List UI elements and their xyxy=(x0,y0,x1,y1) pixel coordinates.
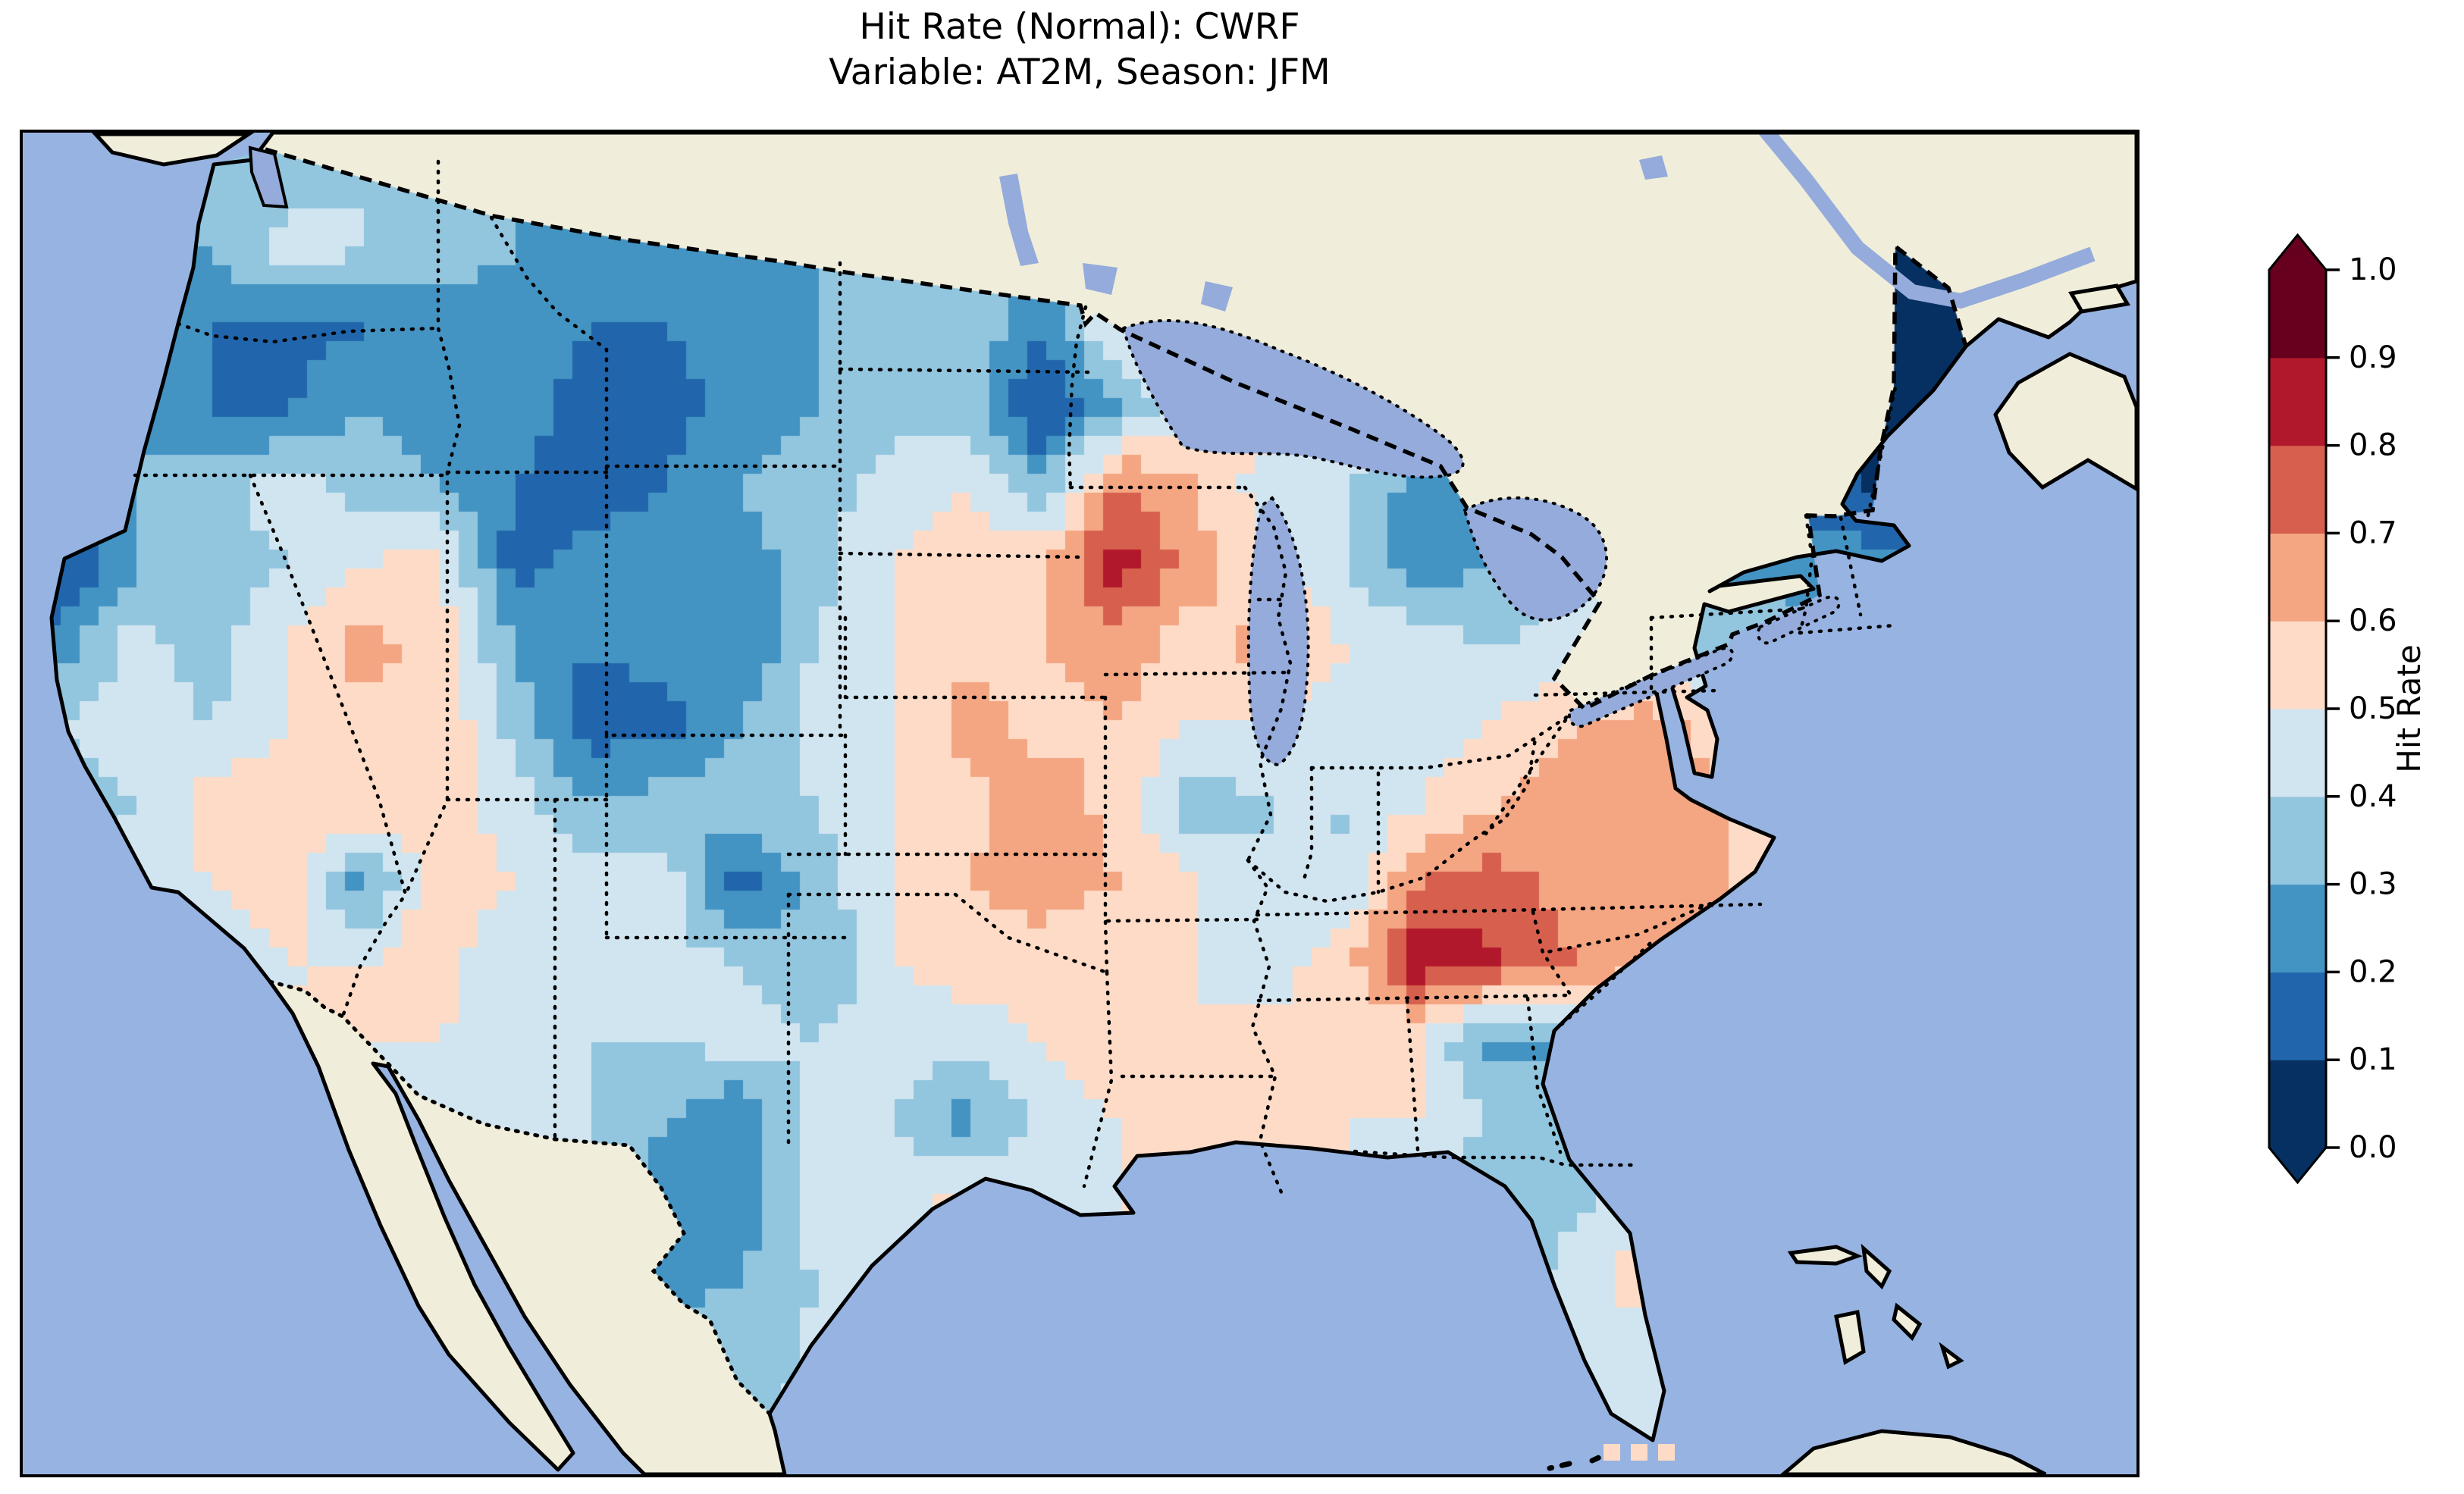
map-panel xyxy=(20,130,2140,1477)
great-lake-2 xyxy=(1462,496,1608,622)
island-0 xyxy=(91,133,255,167)
state-border-13 xyxy=(843,615,1108,700)
colorbar-segment-0 xyxy=(2269,1060,2326,1148)
colorbar-segment-9 xyxy=(2269,270,2326,359)
colorbar-segment-8 xyxy=(2269,357,2326,446)
canada-lake-3 xyxy=(1639,155,1668,180)
state-border-5 xyxy=(248,473,408,1019)
state-border-31 xyxy=(1405,998,1420,1152)
colorbar-tick-label: 0.3 xyxy=(2349,867,2397,902)
state-border-17 xyxy=(1243,485,1293,863)
state-border-19 xyxy=(1103,695,1259,923)
state-border-32 xyxy=(1525,996,1563,1154)
florida-keys xyxy=(1547,1461,1572,1471)
stray-data-cell-0 xyxy=(1603,1444,1620,1461)
state-border-28 xyxy=(1309,714,1570,770)
coastline xyxy=(49,133,2136,1474)
colorbar-tick-label: 0.2 xyxy=(2349,954,2397,989)
colorbar-tick-label: 0.4 xyxy=(2349,779,2397,814)
colorbar-tick-label: 0.9 xyxy=(2349,340,2397,375)
state-border-35 xyxy=(1531,897,1722,998)
state-border-23 xyxy=(1246,858,1284,1195)
state-border-29 xyxy=(1255,902,1763,917)
great-lake-1 xyxy=(1246,496,1310,767)
stray-data-cell-2 xyxy=(1658,1444,1675,1461)
colorbar-tick-label: 1.0 xyxy=(2349,252,2397,287)
figure-title-line1: Hit Rate (Normal): CWRF xyxy=(859,6,1300,48)
state-border-30 xyxy=(1256,993,1573,1003)
colorbar-segment-2 xyxy=(2269,884,2326,973)
island-1 xyxy=(1993,352,2136,491)
state-border-33 xyxy=(1353,1149,1638,1167)
colorbar: 1.0 0.9 0.8 0.7 0.6 0.5 0.4 0.3 0.2 0.1 0.0 Hit Rat… xyxy=(2268,233,2428,1185)
island-3 xyxy=(1780,1429,2047,1474)
island-8 xyxy=(1939,1342,1964,1370)
canada-border xyxy=(265,147,1968,712)
state-border-18 xyxy=(1103,670,1293,677)
state-border-4 xyxy=(489,215,609,475)
state-border-39 xyxy=(1798,513,1898,635)
map-overlay xyxy=(49,133,2136,1474)
colorbar-tick-label: 0.8 xyxy=(2349,428,2397,463)
state-border-26 xyxy=(1246,737,1538,904)
colorbar-segment-1 xyxy=(2269,972,2326,1060)
colorbar-segment-5 xyxy=(2269,621,2326,709)
state-border-25 xyxy=(1302,766,1314,882)
state-border-21 xyxy=(1082,970,1114,1189)
island-4 xyxy=(1787,1245,1863,1266)
state-border-8 xyxy=(604,464,848,738)
state-border-36 xyxy=(1484,718,1568,836)
island-6 xyxy=(1834,1310,1866,1365)
colorbar-tick-label: 0.0 xyxy=(2349,1130,2397,1165)
colorbar-tick-label: 0.6 xyxy=(2349,603,2397,638)
island-2 xyxy=(2068,283,2130,314)
state-border-9 xyxy=(604,733,848,940)
state-border-1 xyxy=(436,159,462,475)
stray-data-cell-1 xyxy=(1631,1444,1647,1461)
colorbar-tick-label: 0.5 xyxy=(2349,691,2397,726)
canada-lake-1 xyxy=(1083,263,1118,295)
figure-title-line2: Variable: AT2M, Season: JFM xyxy=(829,52,1331,93)
island-5 xyxy=(1861,1243,1892,1290)
state-border-37 xyxy=(1533,615,1719,697)
state-border-34 xyxy=(1552,940,1654,1033)
state-border-14 xyxy=(838,551,1083,559)
heatmap-canvas xyxy=(23,133,2136,1474)
canada-lake-2 xyxy=(1201,281,1233,312)
state-border-12 xyxy=(786,733,1108,857)
colorbar-tick-label: 0.1 xyxy=(2349,1042,2397,1077)
mexico-border xyxy=(268,979,772,1416)
state-border-38 xyxy=(1649,606,1808,620)
state-border-20 xyxy=(953,892,1109,975)
colorbar-tick-label: 0.7 xyxy=(2349,515,2397,550)
state-border-0 xyxy=(176,321,440,344)
island-7 xyxy=(1892,1302,1923,1342)
state-border-11 xyxy=(786,892,958,1148)
great-lake-4 xyxy=(1756,595,1841,645)
colorbar-arrow-under xyxy=(2269,1148,2326,1182)
canada-lake-0 xyxy=(999,174,1039,266)
state-border-15 xyxy=(838,261,1092,468)
colorbar-axis-label: Hit Rate xyxy=(2390,644,2428,772)
state-border-16 xyxy=(1067,305,1247,490)
colorbar-segment-6 xyxy=(2269,533,2326,622)
puget-sound xyxy=(248,146,289,209)
state-border-6 xyxy=(403,470,450,897)
colorbar-segment-4 xyxy=(2269,709,2326,797)
colorbar-segment-3 xyxy=(2269,796,2326,885)
colorbar-arrow-over xyxy=(2269,235,2326,270)
figure-title: Hit Rate (Normal): CWRF Variable: AT2M, … xyxy=(23,5,2136,96)
colorbar-segment-7 xyxy=(2269,445,2326,534)
st-lawrence-river xyxy=(1757,133,2096,309)
